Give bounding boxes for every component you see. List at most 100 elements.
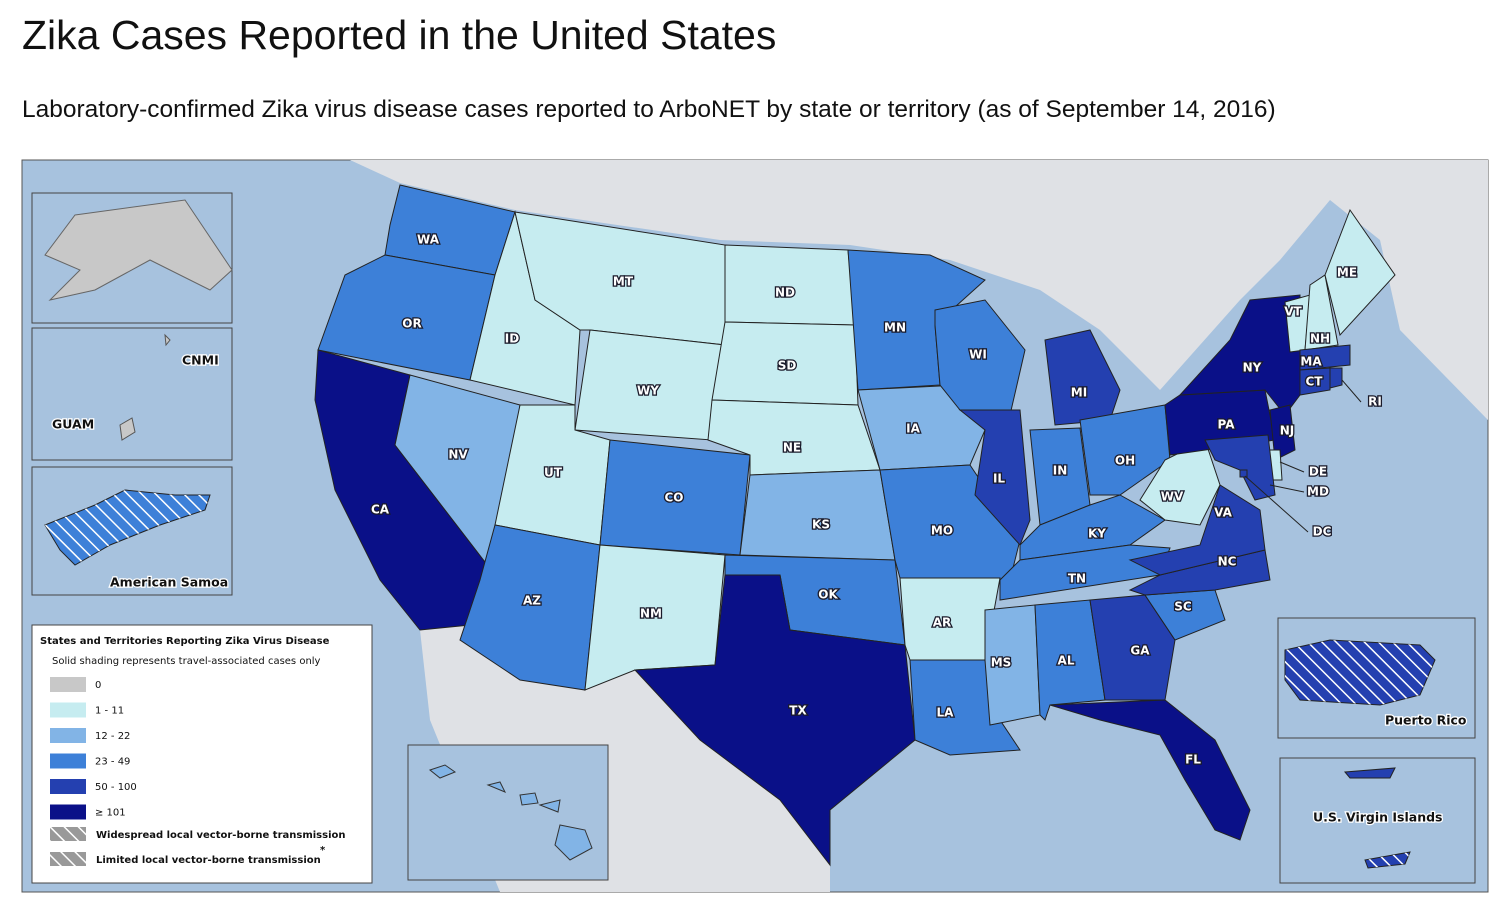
state bbox=[1049, 699, 1251, 841]
callout-line bbox=[1279, 461, 1305, 473]
state-label: NE bbox=[783, 441, 801, 455]
state-label: VT bbox=[1284, 305, 1302, 319]
callout-line bbox=[1244, 475, 1309, 533]
state-label: FL bbox=[1185, 753, 1201, 767]
legend-label: 1 - 11 bbox=[95, 706, 124, 717]
state bbox=[1204, 434, 1276, 501]
inset-frame bbox=[31, 327, 233, 461]
state-label: RI bbox=[1368, 395, 1382, 409]
state-label: GA bbox=[1130, 644, 1150, 658]
legend-swatch bbox=[50, 702, 86, 718]
state-label: PA bbox=[1218, 418, 1236, 432]
state-label: MO bbox=[931, 524, 953, 538]
inset-label: American Samoa bbox=[110, 575, 228, 590]
state bbox=[44, 199, 233, 301]
state-label: CO bbox=[664, 491, 683, 505]
legend-label: Widespread local vector-borne transmissi… bbox=[96, 830, 346, 841]
canada bbox=[22, 160, 1488, 420]
state-label: OK bbox=[818, 588, 838, 602]
legend-swatch bbox=[50, 677, 86, 692]
state-label: ND bbox=[775, 286, 795, 300]
state-label: AR bbox=[933, 616, 952, 630]
state bbox=[1299, 367, 1331, 396]
state-label: WA bbox=[417, 233, 440, 247]
legend-title: States and Territories Reporting Zika Vi… bbox=[40, 636, 330, 647]
state bbox=[984, 604, 1041, 726]
legend-label: ≥ 101 bbox=[95, 808, 126, 819]
state bbox=[1329, 367, 1343, 389]
state-label: SC bbox=[1174, 600, 1192, 614]
state-label: ME bbox=[1337, 266, 1357, 280]
state-label: NJ bbox=[1280, 424, 1295, 438]
state-label: OH bbox=[1115, 454, 1135, 468]
state-label: WV bbox=[1161, 490, 1184, 504]
callout-line bbox=[1341, 379, 1362, 403]
state-label: CT bbox=[1306, 375, 1324, 389]
state bbox=[1089, 594, 1176, 701]
inset-frame bbox=[407, 744, 609, 881]
state bbox=[633, 574, 916, 867]
state-label: AL bbox=[1058, 654, 1075, 668]
state-label: NY bbox=[1243, 361, 1262, 375]
state-label: TN bbox=[1068, 572, 1086, 586]
legend-label: 50 - 100 bbox=[95, 782, 137, 793]
state-label: VA bbox=[1214, 506, 1232, 520]
inset-label: Puerto Rico bbox=[1385, 713, 1467, 728]
state-label: KS bbox=[812, 518, 830, 532]
state-label: WI bbox=[969, 348, 987, 362]
state-label: OR bbox=[402, 317, 421, 331]
state-label: IA bbox=[906, 422, 920, 436]
legend-hatch bbox=[50, 827, 86, 841]
legend-swatch bbox=[50, 779, 86, 794]
inset-label: GUAM bbox=[52, 417, 94, 432]
callout-line bbox=[1269, 484, 1305, 493]
state-label: DC bbox=[1313, 525, 1332, 539]
state-label: WY bbox=[637, 384, 659, 398]
state bbox=[1239, 469, 1248, 478]
state bbox=[739, 469, 896, 561]
state-label: MS bbox=[991, 656, 1012, 670]
state-label: IL bbox=[993, 472, 1005, 486]
hatch bbox=[45, 490, 210, 565]
state-label: SD bbox=[778, 359, 797, 373]
hatch bbox=[1365, 852, 1410, 868]
state bbox=[1299, 344, 1351, 371]
island bbox=[164, 333, 171, 347]
legend-note: Solid shading represents travel-associat… bbox=[52, 656, 321, 667]
legend-swatch bbox=[50, 804, 86, 820]
state-label: AZ bbox=[523, 594, 541, 608]
state-label: ID bbox=[505, 332, 519, 346]
island bbox=[119, 417, 136, 441]
state-label: MT bbox=[613, 275, 634, 289]
inset-label: CNMI bbox=[182, 353, 219, 368]
island bbox=[486, 781, 507, 793]
state-label: KY bbox=[1088, 527, 1106, 541]
island bbox=[519, 792, 539, 806]
state bbox=[1079, 404, 1171, 496]
state-label: UT bbox=[544, 466, 563, 480]
legend-label: 12 - 22 bbox=[95, 731, 130, 742]
island bbox=[428, 764, 457, 779]
state-label: IN bbox=[1053, 464, 1068, 478]
legend-swatch bbox=[50, 753, 86, 769]
state-label: MI bbox=[1071, 386, 1087, 400]
island bbox=[538, 799, 561, 813]
legend-hatch bbox=[50, 852, 86, 866]
inset-label: U.S. Virgin Islands bbox=[1313, 810, 1443, 825]
legend-mark: * bbox=[320, 845, 326, 856]
state bbox=[1269, 404, 1296, 461]
legend-box bbox=[31, 624, 373, 884]
state-label: CA bbox=[371, 503, 390, 517]
legend-label: 0 bbox=[95, 680, 101, 691]
state bbox=[1304, 274, 1339, 351]
state-label: MA bbox=[1300, 355, 1322, 369]
state-label: NH bbox=[1310, 332, 1330, 346]
legend-label: Limited local vector-borne transmission bbox=[96, 855, 321, 866]
state-label: MD bbox=[1307, 485, 1329, 499]
state bbox=[1128, 484, 1266, 576]
hatch bbox=[1285, 640, 1435, 705]
state-label: TX bbox=[789, 704, 807, 718]
state bbox=[999, 544, 1171, 601]
